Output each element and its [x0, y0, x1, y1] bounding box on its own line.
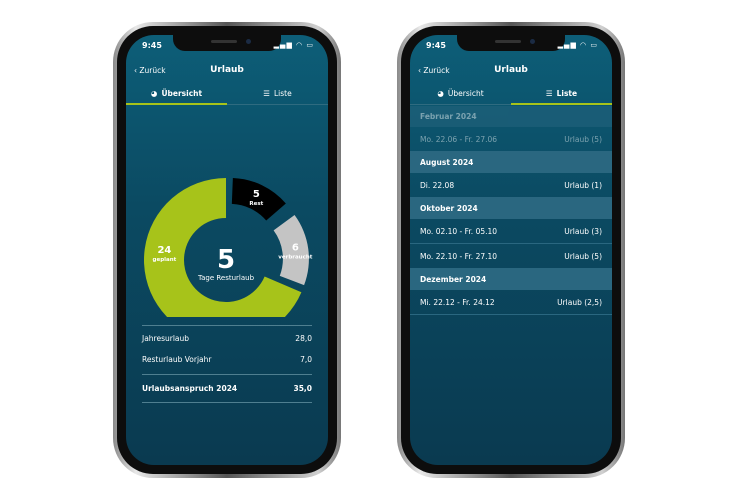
- slice-value: 6: [292, 243, 299, 254]
- slice-value: 24: [157, 245, 171, 256]
- summary-row: Resturlaub Vorjahr 7,0: [142, 355, 312, 364]
- item-date: Di. 22.08: [420, 180, 455, 190]
- tab-bar: ◕ Übersicht ☰ Liste: [126, 83, 328, 105]
- status-icons: ▂▄▆ ◠ ▭: [273, 41, 314, 49]
- status-icons: ▂▄▆ ◠ ▭: [557, 41, 598, 49]
- back-button[interactable]: ‹ Zurück: [134, 66, 166, 75]
- slice-label: verbraucht: [278, 255, 312, 261]
- month-header: Februar 2024: [410, 106, 612, 127]
- list-item[interactable]: Mo. 22.10 - Fr. 27.10 Urlaub (5): [410, 244, 612, 269]
- month-header: Dezember 2024: [410, 269, 612, 290]
- phone-list: 9:45 ▂▄▆ ◠ ▭ ‹ Zurück Urlaub ◕ Übersicht …: [397, 22, 625, 478]
- slice-label: geplant: [153, 257, 177, 263]
- phone-overview: 9:45 ▂▄▆ ◠ ▭ ‹ Zurück Urlaub ◕ Übersicht …: [113, 22, 341, 478]
- list-screen: 9:45 ▂▄▆ ◠ ▭ ‹ Zurück Urlaub ◕ Übersicht …: [410, 35, 612, 465]
- status-time: 9:45: [426, 41, 446, 50]
- month-header: Oktober 2024: [410, 198, 612, 219]
- status-time: 9:45: [142, 41, 162, 50]
- summary-total: Urlaubsanspruch 2024 35,0: [142, 384, 312, 393]
- tab-overview[interactable]: ◕ Übersicht: [126, 83, 227, 105]
- slice-geplant: [144, 178, 302, 317]
- page-title: Urlaub: [210, 65, 244, 75]
- list-item[interactable]: Mi. 22.12 - Fr. 24.12 Urlaub (2,5): [410, 290, 612, 315]
- item-type: Urlaub (5): [564, 134, 602, 144]
- list-item[interactable]: Mo. 22.06 - Fr. 27.06 Urlaub (5): [410, 127, 612, 152]
- slice-verbraucht: [273, 215, 309, 286]
- item-type: Urlaub (1): [564, 180, 602, 190]
- item-date: Mo. 22.06 - Fr. 27.06: [420, 134, 498, 144]
- notch: [457, 35, 565, 51]
- notch: [173, 35, 281, 51]
- tab-list[interactable]: ☰ Liste: [263, 89, 292, 98]
- list-icon: ☰: [545, 89, 553, 98]
- item-type: Urlaub (3): [564, 226, 602, 236]
- item-date: Mo. 22.10 - Fr. 27.10: [420, 251, 498, 261]
- summary-row: Jahresurlaub 28,0: [142, 334, 312, 343]
- slice-value: 5: [253, 189, 260, 200]
- center-label: Tage Resturlaub: [197, 274, 255, 282]
- list-item[interactable]: Di. 22.08 Urlaub (1): [410, 173, 612, 198]
- summary-table: Jahresurlaub 28,0 Resturlaub Vorjahr 7,0 U…: [142, 325, 312, 403]
- tab-list[interactable]: ☰ Liste: [511, 83, 612, 105]
- month-header: August 2024: [410, 152, 612, 173]
- list-icon: ☰: [263, 89, 270, 98]
- item-type: Urlaub (5): [564, 251, 602, 261]
- center-value: 5: [217, 245, 235, 275]
- item-date: Mo. 02.10 - Fr. 05.10: [420, 226, 498, 236]
- tab-overview[interactable]: ◕ Übersicht: [437, 89, 484, 98]
- page-title: Urlaub: [494, 65, 528, 75]
- item-date: Mi. 22.12 - Fr. 24.12: [420, 297, 495, 307]
- slice-rest: [231, 177, 286, 221]
- pie-chart-icon: ◕: [437, 89, 444, 98]
- back-button[interactable]: ‹ Zurück: [418, 66, 450, 75]
- vacation-list: Februar 2024 Mo. 22.06 - Fr. 27.06 Urlaub …: [410, 106, 612, 315]
- vacation-donut-chart: 5 Tage Resturlaub 5Rest6verbraucht24gepl…: [144, 177, 313, 317]
- item-type: Urlaub (2,5): [557, 297, 602, 307]
- overview-screen: 9:45 ▂▄▆ ◠ ▭ ‹ Zurück Urlaub ◕ Übersicht …: [126, 35, 328, 465]
- slice-label: Rest: [249, 201, 263, 207]
- tab-bar: ◕ Übersicht ☰ Liste: [410, 83, 612, 105]
- list-item[interactable]: Mo. 02.10 - Fr. 05.10 Urlaub (3): [410, 219, 612, 244]
- pie-chart-icon: ◕: [150, 89, 158, 98]
